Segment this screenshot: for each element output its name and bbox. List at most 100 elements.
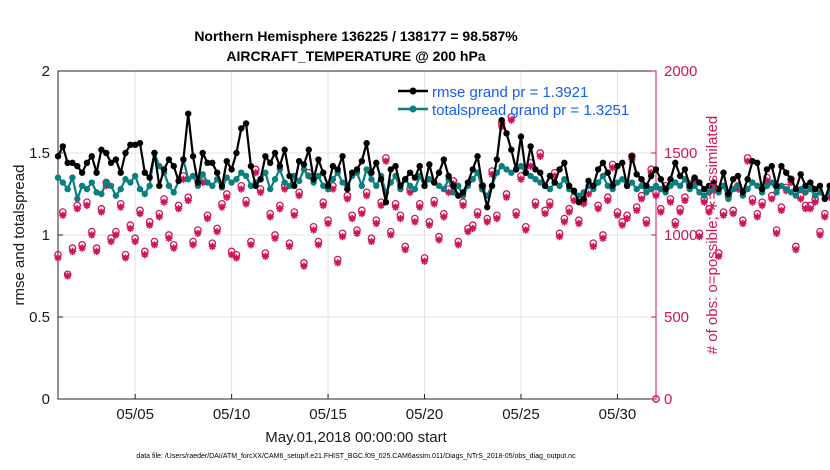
obs-assimilated-point (666, 198, 675, 206)
right-y-tick-label: 1500 (664, 145, 697, 162)
obs-assimilated-point (507, 116, 515, 124)
totalspread-point (763, 182, 771, 189)
obs-assimilated-point (170, 244, 178, 252)
obs-assimilated-point (271, 234, 279, 242)
obs-assimilated-point (440, 213, 448, 221)
obs-assimilated-point (247, 241, 255, 249)
totalspread-point (368, 176, 375, 183)
obs-assimilated-point (363, 192, 371, 200)
rmse-point (252, 182, 259, 189)
obs-assimilated-point (430, 200, 438, 208)
obs-assimilated-point (131, 237, 139, 246)
rmse-point (599, 159, 607, 167)
totalspread-point (455, 182, 462, 189)
right-y-axis-label: # of obs: o=possible; ∗=assimilated (704, 116, 721, 355)
totalspread-point (811, 192, 819, 199)
totalspread-point (546, 185, 554, 193)
legend-rmse-marker (409, 87, 417, 95)
totalspread-point (725, 195, 732, 203)
obs-assimilated-point (232, 254, 241, 262)
obs-assimilated-point (266, 213, 274, 221)
totalspread-point (305, 172, 312, 180)
rmse-point (503, 130, 510, 137)
rmse-point (464, 179, 472, 186)
obs-assimilated-point (107, 237, 115, 246)
rmse-point (54, 153, 62, 160)
rmse-point (165, 156, 173, 163)
obs-assimilated-point (203, 215, 212, 223)
totalspread-point (527, 172, 534, 180)
rmse-point (257, 176, 264, 183)
totalspread-point (170, 189, 177, 196)
obs-assimilated-point (353, 229, 361, 237)
totalspread-point (373, 182, 380, 189)
totalspread-point (647, 185, 655, 193)
totalspread-point (88, 179, 95, 186)
rmse-point (744, 176, 751, 183)
rmse-point (291, 182, 298, 189)
rmse-point (324, 182, 332, 189)
obs-assimilated-point (117, 203, 125, 211)
obs-assimilated-point (88, 231, 96, 239)
totalspread-point (604, 182, 611, 189)
obs-assimilated-point (126, 224, 134, 233)
rmse-point (652, 166, 660, 173)
right-y-tick-label: 2000 (664, 63, 697, 80)
obs-assimilated-point (73, 205, 81, 213)
rmse-point (83, 159, 91, 167)
rmse-point (411, 174, 419, 181)
totalspread-point (69, 174, 76, 181)
rmse-point (826, 182, 830, 189)
rmse-point (715, 185, 722, 193)
rmse-point (382, 199, 390, 206)
totalspread-point (295, 177, 303, 185)
rmse-point (175, 177, 182, 185)
obs-assimilated-point (580, 200, 588, 208)
obs-assimilated-point (184, 196, 192, 205)
obs-assimilated-point (309, 226, 318, 234)
totalspread-point (286, 182, 293, 189)
legend-rmse-label: rmse grand pr = 1.3921 (432, 84, 588, 101)
totalspread-point (701, 192, 708, 199)
totalspread-point (199, 171, 206, 178)
totalspread-point (440, 185, 448, 193)
rmse-point (185, 110, 192, 117)
totalspread-point (185, 176, 192, 183)
obs-assimilated-point (358, 210, 366, 218)
obs-assimilated-point (112, 231, 120, 239)
totalspread-point (696, 189, 703, 196)
obs-assimilated-point (613, 211, 622, 219)
rmse-point (368, 169, 375, 176)
rmse-point (522, 169, 529, 176)
rmse-point (532, 166, 539, 173)
rmse-point (681, 166, 689, 173)
totalspread-point (136, 185, 144, 193)
totalspread-point (339, 179, 346, 186)
obs-assimilated-point (681, 196, 689, 205)
rmse-point (590, 182, 597, 189)
left-y-axis-ticks: 0 0.5 1 1.5 2 (29, 63, 63, 408)
rmse-series (54, 110, 830, 211)
totalspread-point (131, 172, 139, 180)
rmse-point (807, 179, 814, 186)
x-tick-label: 05/05 (116, 406, 154, 423)
rmse-point (358, 158, 366, 165)
rmse-point (672, 159, 679, 167)
rmse-point (580, 195, 587, 203)
rmse-point (416, 162, 423, 170)
obs-assimilated-point (334, 259, 342, 267)
rmse-point (619, 159, 626, 167)
obs-assimilated-point (806, 205, 814, 213)
obs-assimilated-point (411, 218, 419, 226)
obs-assimilated-point (715, 252, 723, 260)
rmse-point (334, 166, 341, 173)
totalspread-point (652, 182, 660, 189)
obs-assimilated-point (121, 254, 130, 262)
obs-assimilated-point (536, 152, 544, 160)
rmse-point (705, 182, 713, 189)
obs-assimilated-point (493, 215, 501, 223)
rmse-point (74, 162, 81, 170)
rmse-point (141, 169, 149, 176)
x-tick-label: 05/20 (406, 406, 444, 423)
totalspread-point (556, 182, 563, 189)
